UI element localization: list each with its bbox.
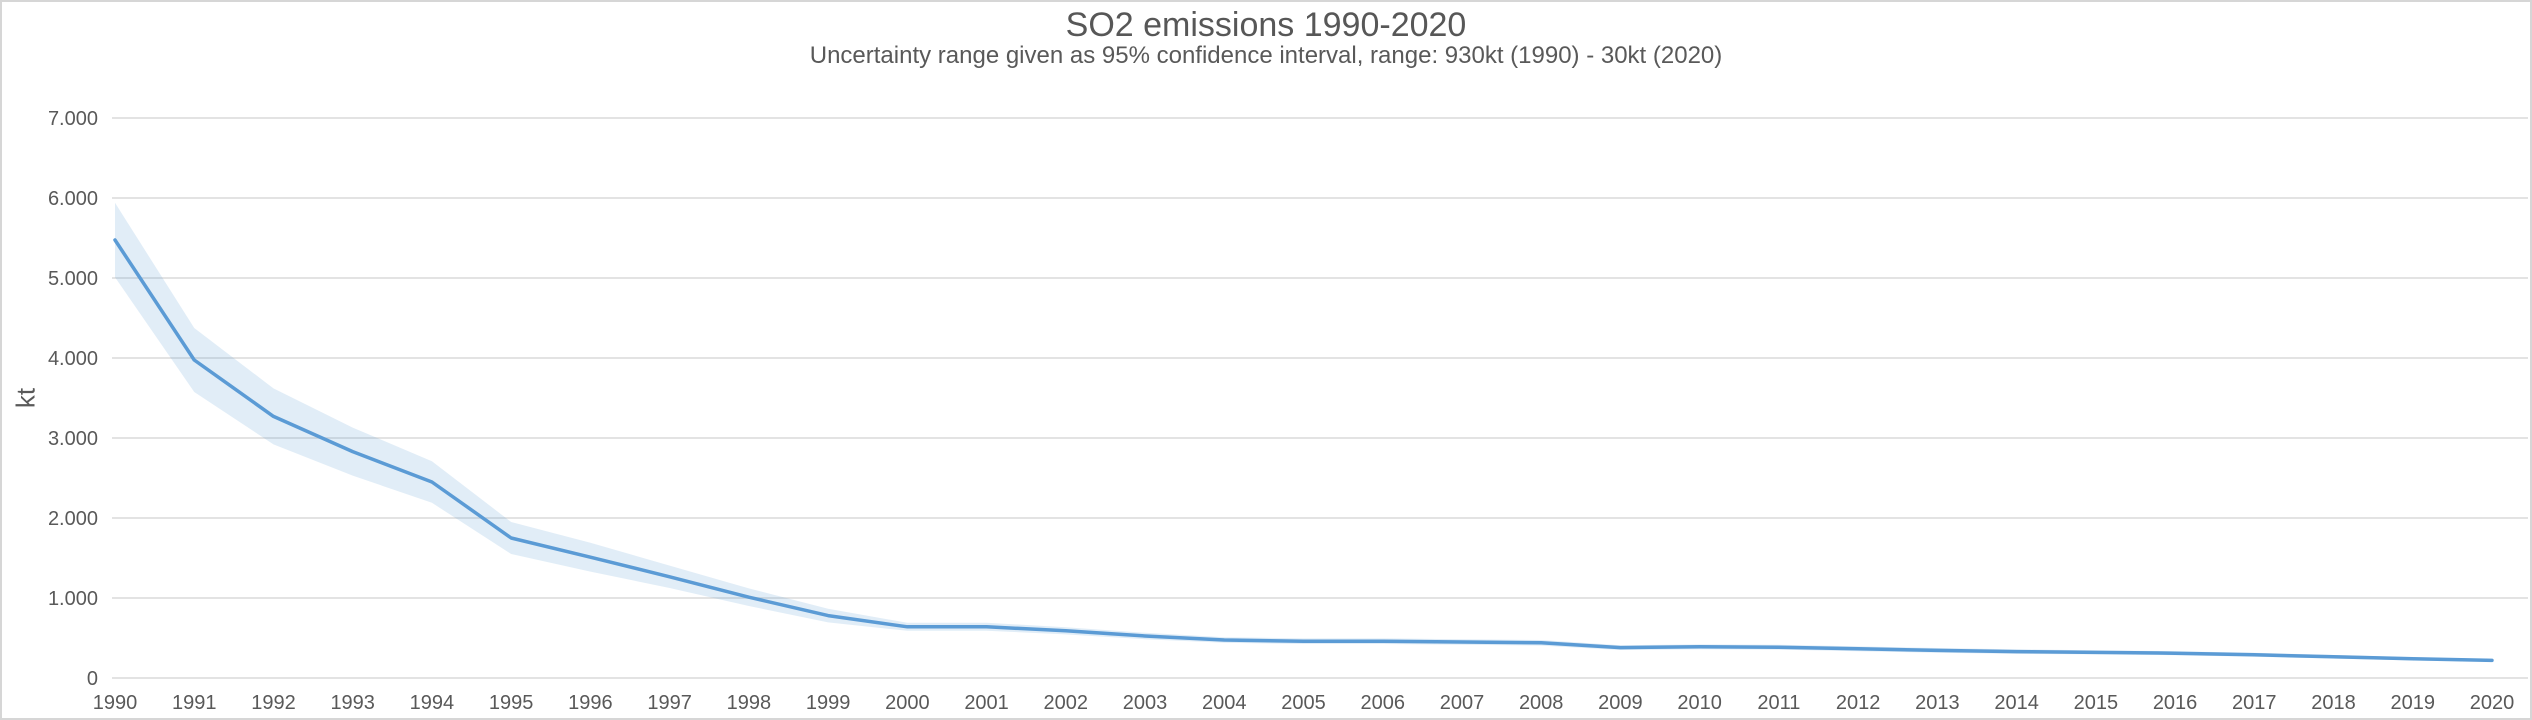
x-tick-label: 1999 bbox=[806, 692, 851, 714]
y-tick-label: 6.000 bbox=[48, 188, 98, 210]
y-tick-label: 0 bbox=[87, 668, 98, 690]
x-tick-label: 2000 bbox=[885, 692, 930, 714]
y-axis-title: kt bbox=[10, 387, 41, 409]
x-tick-label: 2020 bbox=[2470, 692, 2515, 714]
x-tick-label: 1992 bbox=[251, 692, 296, 714]
x-tick-label: 2008 bbox=[1519, 692, 1564, 714]
x-tick-label: 2014 bbox=[1994, 692, 2039, 714]
y-tick-label: 5.000 bbox=[48, 268, 98, 290]
x-tick-label: 1997 bbox=[647, 692, 692, 714]
x-tick-label: 2018 bbox=[2311, 692, 2356, 714]
x-tick-label: 2004 bbox=[1202, 692, 1247, 714]
x-tick-label: 2003 bbox=[1123, 692, 1168, 714]
emissions-line bbox=[113, 238, 2494, 663]
chart-subtitle: Uncertainty range given as 95% confidenc… bbox=[809, 42, 1723, 69]
x-tick-label: 1991 bbox=[172, 692, 217, 714]
x-tick-label: 1994 bbox=[410, 692, 455, 714]
x-tick-label: 2017 bbox=[2232, 692, 2277, 714]
x-tick-label: 1995 bbox=[489, 692, 534, 714]
x-tick-label: 2011 bbox=[1757, 692, 1800, 714]
confidence-band bbox=[115, 202, 2492, 662]
x-tick-label: 2012 bbox=[1836, 692, 1881, 714]
x-tick-label: 2006 bbox=[1360, 692, 1405, 714]
y-tick-label: 4.000 bbox=[48, 348, 98, 370]
x-tick-label: 2016 bbox=[2153, 692, 2198, 714]
x-tick-label: 1990 bbox=[93, 692, 138, 714]
chart-title: SO2 emissions 1990-2020 bbox=[1065, 6, 1467, 44]
x-tick-label: 2013 bbox=[1915, 692, 1960, 714]
x-tick-label: 2009 bbox=[1598, 692, 1643, 714]
x-tick-label: 1996 bbox=[568, 692, 613, 714]
x-tick-label: 2019 bbox=[2391, 692, 2436, 714]
x-tick-label: 2002 bbox=[1044, 692, 1089, 714]
x-tick-label: 2010 bbox=[1677, 692, 1722, 714]
x-tick-label: 2007 bbox=[1440, 692, 1485, 714]
y-tick-label: 7.000 bbox=[48, 108, 98, 130]
y-tick-label: 3.000 bbox=[48, 428, 98, 450]
x-tick-label: 2015 bbox=[2074, 692, 2119, 714]
y-tick-label: 1.000 bbox=[48, 588, 98, 610]
x-tick-label: 1993 bbox=[330, 692, 375, 714]
x-tick-label: 2005 bbox=[1281, 692, 1326, 714]
x-tick-label: 1998 bbox=[727, 692, 772, 714]
x-tick-label: 2001 bbox=[964, 692, 1009, 714]
y-tick-label: 2.000 bbox=[48, 508, 98, 530]
